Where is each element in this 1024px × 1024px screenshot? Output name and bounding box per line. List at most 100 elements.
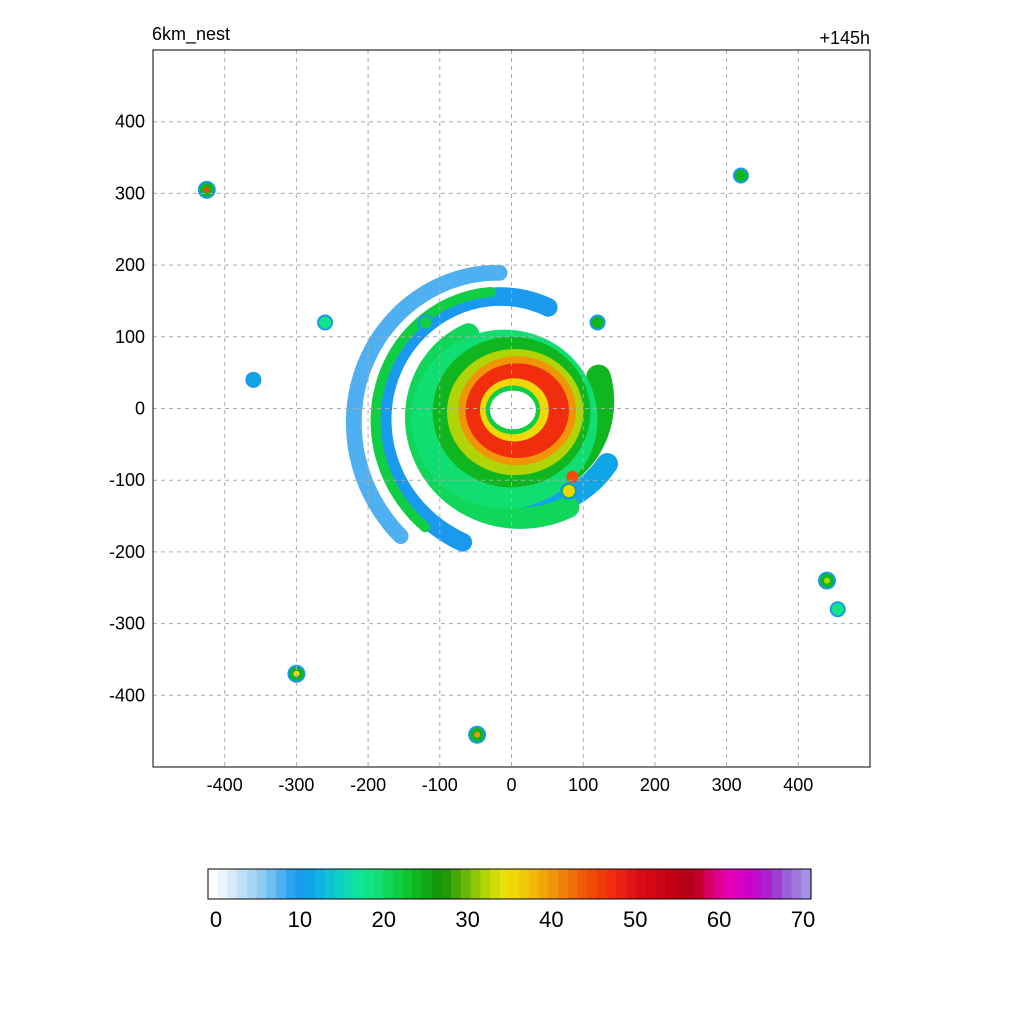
colorbar-swatch (383, 869, 394, 899)
colorbar-swatch (567, 869, 579, 899)
colorbar-swatch (674, 869, 686, 899)
colorbar-tick-label: 30 (455, 907, 479, 932)
colorbar-swatch (324, 869, 336, 899)
colorbar-swatch (295, 869, 306, 899)
x-tick-label: 100 (568, 775, 598, 795)
y-tick-labels: 400 300 200 100 0 -100 -200 -300 -400 (109, 112, 145, 706)
colorbar-swatch (412, 869, 423, 899)
colorbar-swatch (694, 869, 705, 899)
y-tick-label: 300 (115, 183, 145, 203)
y-tick-label: -300 (109, 614, 145, 634)
colorbar-frame (207, 868, 812, 900)
colorbar-swatch (266, 869, 277, 899)
y-tick-label: -200 (109, 542, 145, 562)
colorbar-swatch (538, 869, 550, 899)
colorbar-swatch (733, 869, 744, 899)
y-tick-label: -400 (109, 685, 145, 705)
colorbar-swatch (723, 869, 734, 899)
x-tick-label: 0 (506, 775, 516, 795)
y-tick-label: 400 (115, 112, 145, 132)
colorbar-swatch (217, 869, 229, 899)
x-tick-label: -100 (422, 775, 458, 795)
colorbar-swatch (635, 869, 647, 899)
colorbar-tick-label: 70 (791, 907, 815, 932)
colorbar-swatch (665, 869, 676, 899)
embedded-cell (566, 470, 579, 483)
colorbar-swatch (373, 869, 384, 899)
colorbar-swatch (713, 869, 725, 899)
colorbar-swatch (587, 869, 598, 899)
embedded-cell (562, 484, 575, 497)
colorbar-swatch (237, 869, 248, 899)
colorbar-swatch (276, 869, 287, 899)
colorbar-swatch (431, 869, 443, 899)
colorbar-swatch (227, 869, 238, 899)
colorbar-tick-label: 0 (210, 907, 222, 932)
colorbar-swatch (704, 869, 715, 899)
colorbar-swatch (606, 869, 618, 899)
y-tick-label: 200 (115, 255, 145, 275)
colorbar-swatch (460, 869, 472, 899)
colorbar-swatch (762, 869, 773, 899)
colorbar-swatch (499, 869, 511, 899)
y-tick-label: 100 (115, 327, 145, 347)
colorbar-swatch (314, 869, 326, 899)
colorbar-swatch (742, 869, 754, 899)
middle-rainband (370, 287, 496, 533)
colorbar-swatch (801, 869, 812, 899)
colorbar-swatch (597, 869, 608, 899)
colorbar-swatch (285, 869, 297, 899)
colorbar-swatch (626, 869, 637, 899)
colorbar-swatch (421, 869, 433, 899)
colorbar-tick-label: 60 (707, 907, 731, 932)
colorbar-tick-label: 40 (539, 907, 563, 932)
convective-cell (419, 316, 432, 329)
colorbar-tick-label: 20 (371, 907, 395, 932)
colorbar (207, 868, 812, 900)
y-tick-label: 0 (135, 399, 145, 419)
colorbar-swatch (558, 869, 569, 899)
x-tick-labels: -400 -300 -200 -100 0 100 200 300 400 (207, 775, 814, 795)
convective-cell (831, 603, 844, 616)
colorbar-swatch (402, 869, 413, 899)
colorbar-swatch (344, 869, 355, 899)
colorbar-swatch (528, 869, 540, 899)
convective-cell (591, 316, 604, 329)
x-tick-label: 300 (712, 775, 742, 795)
colorbar-swatch (645, 869, 656, 899)
colorbar-swatch (256, 869, 267, 899)
colorbar-swatch (470, 869, 481, 899)
convective-cell (319, 316, 332, 329)
colorbar-swatch (451, 869, 462, 899)
colorbar-swatch (363, 869, 374, 899)
outer-rainband (345, 264, 508, 544)
storm-eye (489, 390, 536, 430)
colorbar-swatch (353, 869, 365, 899)
colorbar-tick-label: 10 (288, 907, 312, 932)
colorbar-swatch (752, 869, 763, 899)
convective-cell-core (474, 731, 481, 738)
forecast-hour-label: +145h (819, 28, 870, 48)
convective-cell-core (203, 186, 210, 193)
colorbar-swatch (577, 869, 588, 899)
x-tick-label: 400 (783, 775, 813, 795)
colorbar-swatch (246, 869, 258, 899)
colorbar-swatch (334, 869, 345, 899)
colorbar-swatch (392, 869, 404, 899)
colorbar-swatch (509, 869, 520, 899)
colorbar-swatch (772, 869, 783, 899)
colorbar-swatch (480, 869, 491, 899)
convective-cell (247, 373, 260, 386)
colorbar-swatch (684, 869, 695, 899)
colorbar-swatch (208, 869, 219, 899)
colorbar-swatch (519, 869, 530, 899)
reflectivity-field (197, 167, 846, 744)
convective-cell-core (293, 670, 300, 677)
x-tick-label: -400 (207, 775, 243, 795)
colorbar-swatch (655, 869, 666, 899)
colorbar-swatch (791, 869, 802, 899)
colorbar-swatch (305, 869, 316, 899)
y-tick-label: -100 (109, 470, 145, 490)
colorbar-swatch (781, 869, 793, 899)
